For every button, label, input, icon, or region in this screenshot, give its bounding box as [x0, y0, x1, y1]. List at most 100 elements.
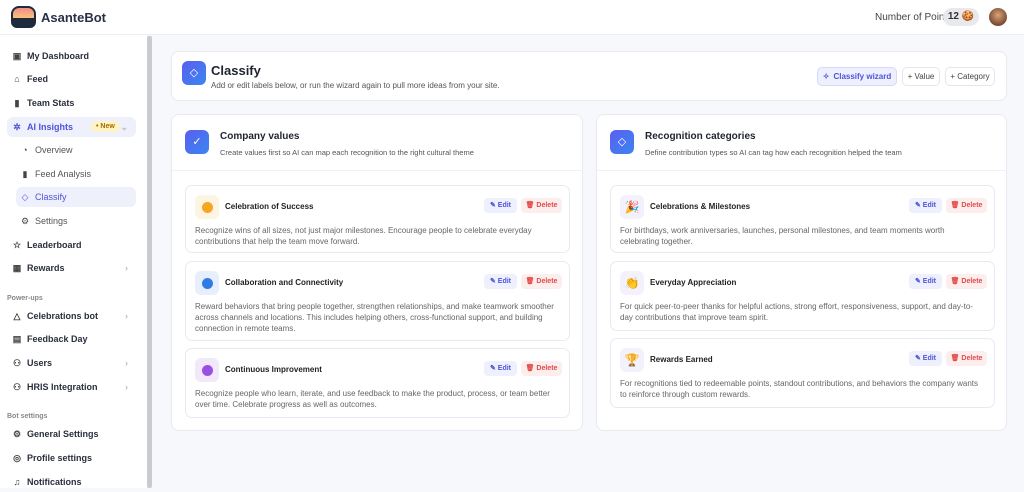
sidebar-item-label: Rewards — [27, 263, 65, 273]
pie-icon: ◔ — [22, 145, 28, 155]
company-values-panel: ✓ Company values Create values first so … — [171, 114, 583, 431]
item-name: Rewards Earned — [650, 355, 713, 364]
sidebar-item-celebrations-bot[interactable]: △ Celebrations bot › — [7, 306, 136, 326]
edit-button[interactable]: ✎ Edit — [484, 274, 517, 289]
points-badge[interactable]: 12 🍪 — [943, 8, 979, 26]
sidebar-item-label: General Settings — [27, 429, 99, 439]
edit-button[interactable]: ✎ Edit — [909, 351, 942, 366]
sidebar-item-feed[interactable]: ⌂ Feed — [7, 69, 136, 89]
edit-button[interactable]: ✎ Edit — [484, 198, 517, 213]
sidebar-item-leaderboard[interactable]: ☆ Leaderboard — [7, 235, 136, 255]
delete-button[interactable]: 🗑 Delete — [521, 361, 562, 376]
top-header: AsanteBot Number of Points 12 🍪 — [0, 0, 1024, 35]
edit-button[interactable]: ✎ Edit — [909, 198, 942, 213]
avatar[interactable] — [989, 8, 1007, 26]
bar-chart-icon: ▮ — [22, 169, 28, 179]
classify-wizard-button[interactable]: ✧ Classify wizard — [817, 67, 897, 86]
scrollbar-thumb[interactable] — [147, 36, 152, 488]
sidebar-section-label: Bot settings — [7, 413, 48, 420]
sidebar-item-general-settings[interactable]: ⚙ General Settings — [7, 424, 136, 444]
add-category-button[interactable]: + Category — [945, 67, 995, 86]
item-description: Recognize people who learn, iterate, and… — [195, 389, 550, 409]
value-item: Collaboration and Connectivity ✎ Edit 🗑 … — [185, 261, 570, 341]
sidebar: ▣ My Dashboard ⌂ Feed ▮ Team Stats ✲ AI Insight… — [0, 35, 147, 488]
item-description: For birthdays, work anniversaries, launc… — [620, 226, 945, 246]
category-emoji-icon: 🏆 — [620, 348, 644, 372]
sidebar-item-notifications[interactable]: ♫ Notifications — [7, 472, 136, 492]
panel-subtitle: Create values first so AI can map each r… — [220, 148, 474, 157]
delete-button[interactable]: 🗑 Delete — [521, 274, 562, 289]
users-icon: ⚇ — [12, 382, 22, 392]
category-item: 👏 Everyday Appreciation ✎ Edit 🗑 Delete F… — [610, 261, 995, 331]
value-item: Continuous Improvement ✎ Edit 🗑 Delete R… — [185, 348, 570, 418]
category-item: 🎉 Celebrations & Milestones ✎ Edit 🗑 Dele… — [610, 185, 995, 253]
cake-icon: △ — [13, 311, 21, 321]
calendar-icon: ▤ — [12, 334, 22, 344]
item-description: Recognize wins of all sizes, not just ma… — [195, 226, 532, 246]
sidebar-item-label: Profile settings — [27, 453, 93, 463]
category-emoji-icon: 🎉 — [620, 195, 644, 219]
category-emoji-icon: 👏 — [620, 271, 644, 295]
page-title: Classify — [211, 63, 261, 78]
delete-button[interactable]: 🗑 Delete — [521, 198, 562, 213]
sidebar-item-label: Feedback Day — [27, 334, 88, 344]
brand-name: AsanteBot — [41, 10, 107, 25]
panel-title: Company values — [220, 131, 300, 142]
sidebar-item-label: Team Stats — [27, 98, 75, 108]
gear-icon: ⚙ — [12, 429, 22, 439]
user-circle-icon: ◎ — [13, 453, 21, 463]
sidebar-section-label: Power-ups — [7, 295, 43, 302]
sparkle-icon: ✲ — [13, 122, 21, 132]
sidebar-item-my-dashboard[interactable]: ▣ My Dashboard — [7, 46, 136, 66]
sidebar-item-rewards[interactable]: ▦ Rewards › — [7, 258, 136, 278]
chevron-icon[interactable]: › — [125, 358, 128, 368]
edit-button[interactable]: ✎ Edit — [484, 361, 517, 376]
tag-icon: ◇ — [610, 130, 634, 154]
chevron-icon[interactable]: ⌄ — [120, 121, 128, 132]
sidebar-item-label: Feed — [27, 74, 49, 84]
chevron-icon[interactable]: › — [125, 263, 128, 273]
sidebar-item-label: Notifications — [27, 477, 82, 487]
item-description: For quick peer-to-peer thanks for helpfu… — [620, 302, 973, 322]
panel-subtitle: Define contribution types so AI can tag … — [645, 148, 902, 157]
sidebar-item-users[interactable]: ⚇ Users › — [7, 353, 136, 373]
sidebar-item-label: Overview — [35, 145, 73, 155]
dashboard-icon: ▣ — [12, 51, 22, 61]
item-description: For recognitions tied to redeemable poin… — [620, 379, 978, 399]
divider — [172, 170, 582, 171]
tag-icon: ◇ — [182, 61, 206, 85]
gift-icon: ▦ — [12, 263, 22, 273]
page-subtitle: Add or edit labels below, or run the wiz… — [211, 81, 500, 90]
sidebar-scrollbar[interactable] — [147, 36, 152, 488]
sidebar-item-feed-analysis[interactable]: ▮ Feed Analysis — [16, 164, 136, 184]
item-name: Continuous Improvement — [225, 365, 322, 374]
sidebar-item-classify[interactable]: ◇ Classify — [16, 187, 136, 207]
sidebar-item-feedback-day[interactable]: ▤ Feedback Day — [7, 329, 136, 349]
delete-button[interactable]: 🗑 Delete — [946, 198, 987, 213]
asantebot-logo[interactable] — [11, 6, 36, 28]
sidebar-item-label: Celebrations bot — [27, 311, 99, 321]
panel-title: Recognition categories — [645, 131, 756, 142]
bell-icon: ♫ — [13, 477, 21, 487]
star-icon: ☆ — [12, 240, 22, 250]
sidebar-item-profile-settings[interactable]: ◎ Profile settings — [7, 448, 136, 468]
sidebar-item-team-stats[interactable]: ▮ Team Stats — [7, 93, 136, 113]
value-item: Celebration of Success ✎ Edit 🗑 Delete R… — [185, 185, 570, 253]
delete-button[interactable]: 🗑 Delete — [946, 274, 987, 289]
sidebar-item-label: Leaderboard — [27, 240, 82, 250]
add-value-button[interactable]: + Value — [902, 67, 940, 86]
sidebar-item-overview[interactable]: ◔ Overview — [16, 140, 136, 160]
sidebar-item-ai-insights[interactable]: ✲ AI Insights • New ⌄ — [7, 117, 136, 137]
sidebar-item-hris-integration[interactable]: ⚇ HRIS Integration › — [7, 377, 136, 397]
delete-button[interactable]: 🗑 Delete — [946, 351, 987, 366]
chevron-icon[interactable]: › — [125, 382, 128, 392]
divider — [597, 170, 1006, 171]
sidebar-item-label: My Dashboard — [27, 51, 90, 61]
item-name: Collaboration and Connectivity — [225, 278, 344, 287]
points-label: Number of Points — [875, 12, 953, 23]
gear-icon: ⚙ — [20, 216, 30, 226]
edit-button[interactable]: ✎ Edit — [909, 274, 942, 289]
sidebar-item-settings[interactable]: ⚙ Settings — [16, 211, 136, 231]
sidebar-item-label: Feed Analysis — [35, 169, 92, 179]
chevron-icon[interactable]: › — [125, 311, 128, 321]
